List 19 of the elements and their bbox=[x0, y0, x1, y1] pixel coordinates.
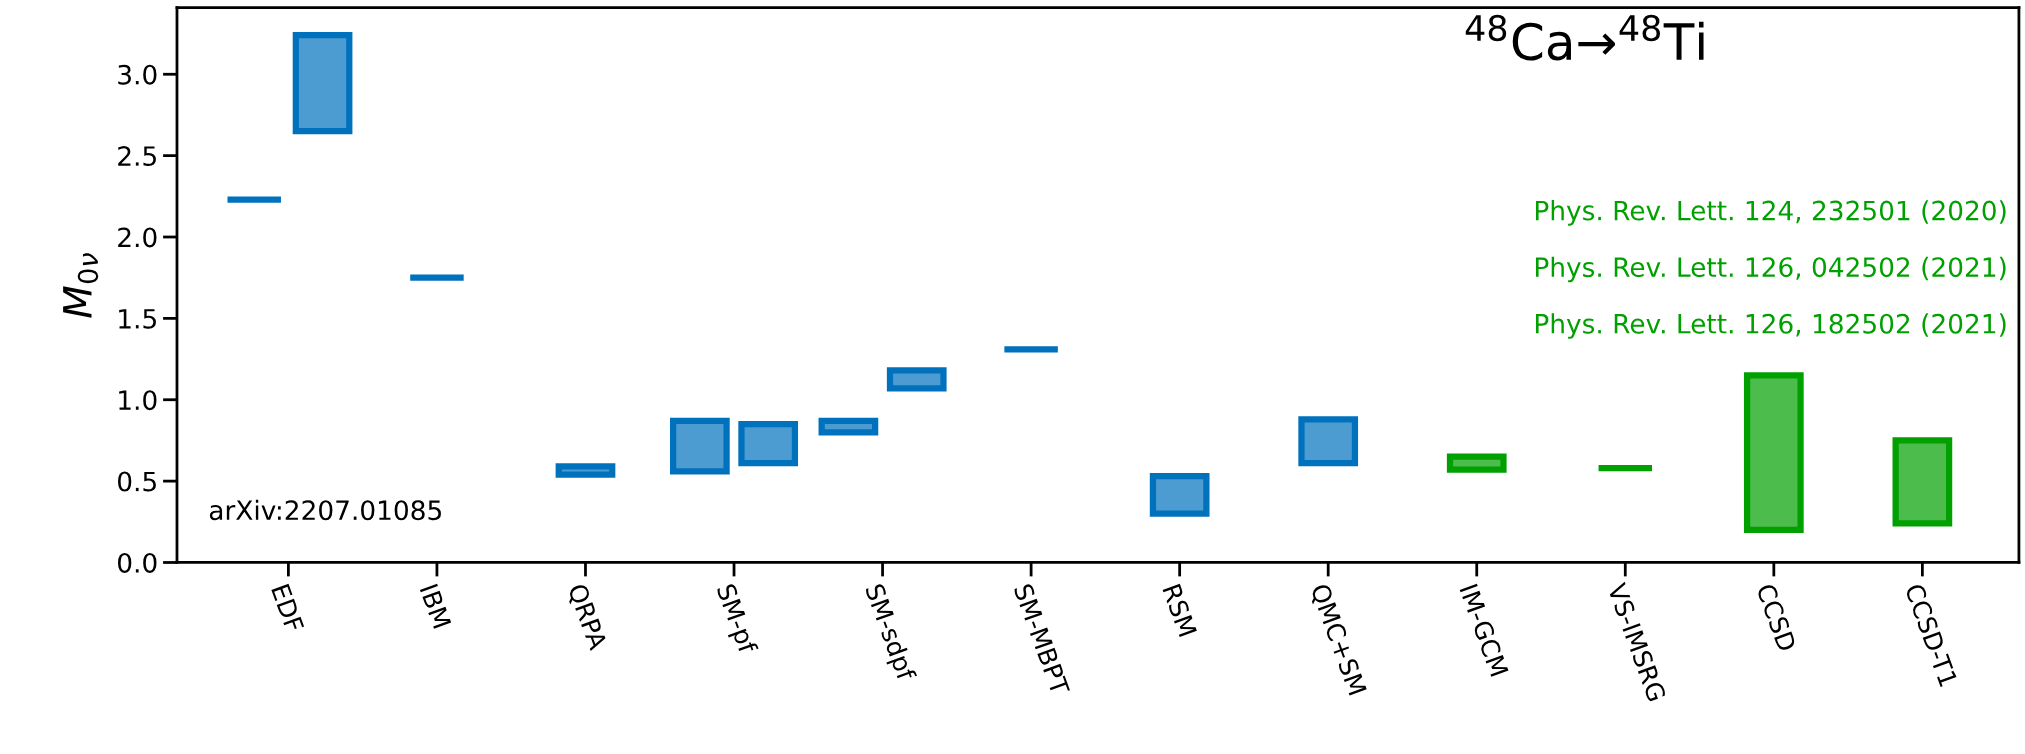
annotation: Phys. Rev. Lett. 126, 182502 (2021) bbox=[1535, 313, 2006, 339]
x-tick-label: QRPA bbox=[565, 582, 609, 653]
x-tick-label: EDF bbox=[271, 583, 305, 633]
annotation: $^{48}$Ca→$^{48}$Ti bbox=[1465, 14, 1704, 61]
x-tick-label: RSM bbox=[1162, 583, 1198, 638]
annotation: Phys. Rev. Lett. 124, 232501 (2020) bbox=[1535, 200, 2006, 226]
y-axis-title: M$_{0ν}$ bbox=[63, 253, 99, 318]
y-tick-label: 1.5 bbox=[119, 309, 156, 329]
x-tick-label: CCSD bbox=[1756, 582, 1797, 653]
annotation: Phys. Rev. Lett. 126, 042502 (2021) bbox=[1535, 256, 2006, 283]
y-tick-label: 1.0 bbox=[119, 390, 157, 411]
y-tick-label: 2.5 bbox=[118, 146, 156, 167]
y-tick-label: 0.0 bbox=[118, 552, 157, 573]
y-tick-label: 2.0 bbox=[118, 227, 157, 248]
y-tick-label: 0.5 bbox=[118, 471, 156, 492]
annotation: arXiv:2207.01085 bbox=[209, 499, 441, 521]
x-tick-label: SM-pf bbox=[711, 582, 759, 657]
y-tick-label: 3.0 bbox=[118, 64, 157, 85]
x-tick-label: IBM bbox=[419, 583, 452, 629]
